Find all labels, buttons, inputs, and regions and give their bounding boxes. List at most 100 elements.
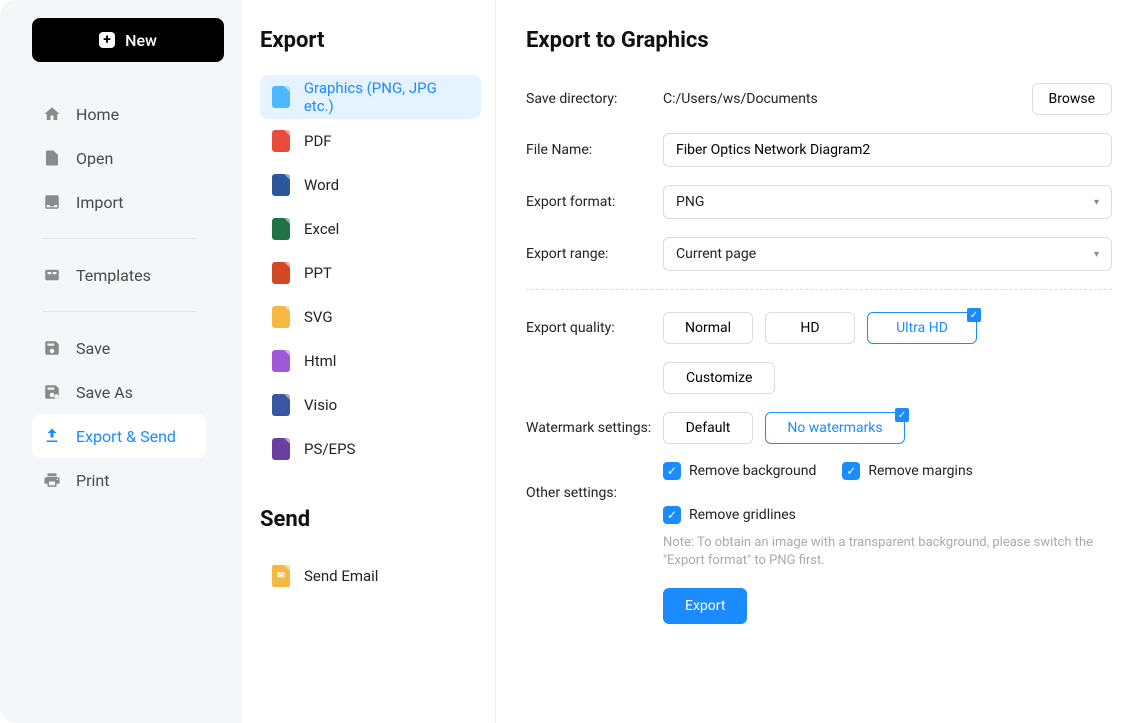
sidebar-item-templates[interactable]: Templates (32, 253, 206, 297)
format-item-label: Excel (304, 220, 339, 238)
watermark-option-no-watermarks[interactable]: No watermarks (765, 412, 905, 444)
sidebar-item-label: Save (76, 339, 110, 358)
inbox-icon (42, 192, 62, 212)
watermark-option-default[interactable]: Default (663, 412, 753, 444)
export-range-selected: Current page (676, 246, 756, 262)
mail-icon: ✉ (272, 565, 290, 587)
chevron-down-icon: ▾ (1094, 197, 1099, 208)
export-quality-label: Export quality: (526, 320, 663, 336)
html-file-icon (272, 350, 290, 372)
send-item-label: Send Email (304, 567, 378, 585)
sidebar-item-export[interactable]: Export & Send (32, 414, 206, 458)
pdf-file-icon (272, 130, 290, 152)
saveas-icon (42, 382, 62, 402)
format-item-visio[interactable]: Visio (260, 383, 481, 427)
quality-option-hd[interactable]: HD (765, 312, 855, 344)
plus-icon: + (99, 32, 115, 48)
watermark-label: Watermark settings: (526, 420, 663, 436)
export-format-label: Export format: (526, 194, 663, 210)
word-file-icon (272, 174, 290, 196)
panel-title: Export to Graphics (526, 28, 1112, 53)
other-settings-label: Other settings: (526, 485, 663, 501)
home-icon (42, 104, 62, 124)
format-item-pdf[interactable]: PDF (260, 119, 481, 163)
sidebar-item-label: Export & Send (76, 427, 176, 446)
send-item-email[interactable]: ✉ Send Email (260, 554, 481, 598)
sidebar-item-label: Templates (76, 266, 151, 285)
file-name-input[interactable] (663, 133, 1112, 167)
format-item-ppt[interactable]: PPT (260, 251, 481, 295)
checkbox-icon: ✓ (663, 506, 681, 524)
format-item-svg[interactable]: SVG (260, 295, 481, 339)
checkbox-rmgl[interactable]: ✓ Remove gridlines (663, 506, 796, 524)
export-range-label: Export range: (526, 246, 663, 262)
chevron-down-icon: ▾ (1094, 249, 1099, 260)
format-item-label: Visio (304, 396, 337, 414)
sidebar: + New Home Open Import Templates Save Save As… (0, 0, 242, 723)
note-text: Note: To obtain an image with a transpar… (663, 534, 1112, 570)
format-item-word[interactable]: Word (260, 163, 481, 207)
sidebar-item-open[interactable]: Open (32, 136, 206, 180)
format-item-label: PDF (304, 132, 332, 150)
sidebar-item-label: Home (76, 105, 119, 124)
sidebar-item-label: Save As (76, 383, 133, 402)
sidebar-item-saveas[interactable]: Save As (32, 370, 206, 414)
checkbox-label: Remove margins (868, 463, 973, 479)
export-button[interactable]: Export (663, 588, 747, 624)
format-item-label: Html (304, 352, 336, 370)
file-icon (42, 148, 62, 168)
quality-option-ultra-hd[interactable]: Ultra HD (867, 312, 977, 344)
graphics-file-icon (272, 86, 290, 108)
format-item-excel[interactable]: Excel (260, 207, 481, 251)
export-format-select[interactable]: PNG ▾ (663, 185, 1112, 219)
new-button[interactable]: + New (32, 18, 224, 62)
format-item-graphics[interactable]: Graphics (PNG, JPG etc.) (260, 75, 481, 119)
svg-file-icon (272, 306, 290, 328)
sidebar-item-label: Open (76, 149, 113, 168)
send-heading: Send (260, 507, 481, 532)
divider (526, 289, 1112, 290)
checkbox-label: Remove gridlines (689, 507, 796, 523)
excel-file-icon (272, 218, 290, 240)
visio-file-icon (272, 394, 290, 416)
sidebar-item-home[interactable]: Home (32, 92, 206, 136)
export-heading: Export (260, 28, 481, 53)
format-item-label: PPT (304, 264, 332, 282)
sidebar-item-print[interactable]: Print (32, 458, 206, 502)
sidebar-item-label: Import (76, 193, 124, 212)
format-item-label: Word (304, 176, 339, 194)
sidebar-item-save[interactable]: Save (32, 326, 206, 370)
nav-separator (42, 238, 196, 239)
checkbox-icon: ✓ (842, 462, 860, 480)
checkbox-icon: ✓ (663, 462, 681, 480)
export-format-selected: PNG (676, 194, 704, 210)
format-item-label: SVG (304, 308, 333, 326)
format-item-label: Graphics (PNG, JPG etc.) (304, 79, 469, 115)
save-directory-value: C:/Users/ws/Documents (663, 91, 1020, 107)
sidebar-item-label: Print (76, 471, 109, 490)
nav-separator (42, 311, 196, 312)
format-item-html[interactable]: Html (260, 339, 481, 383)
grid-icon (42, 265, 62, 285)
checkbox-rmbg[interactable]: ✓ Remove background (663, 462, 816, 480)
format-item-pseps[interactable]: PS/EPS (260, 427, 481, 471)
sidebar-item-import[interactable]: Import (32, 180, 206, 224)
pseps-file-icon (272, 438, 290, 460)
export-settings-panel: Export to Graphics Save directory: C:/Us… (496, 0, 1142, 723)
checkbox-rmmg[interactable]: ✓ Remove margins (842, 462, 973, 480)
ppt-file-icon (272, 262, 290, 284)
format-item-label: PS/EPS (304, 440, 355, 458)
file-name-label: File Name: (526, 142, 663, 158)
new-button-label: New (125, 31, 157, 50)
save-directory-label: Save directory: (526, 91, 663, 107)
upload-icon (42, 426, 62, 446)
checkbox-label: Remove background (689, 463, 816, 479)
print-icon (42, 470, 62, 490)
export-format-panel: Export Graphics (PNG, JPG etc.) PDF Word Ex… (242, 0, 496, 723)
browse-button[interactable]: Browse (1032, 83, 1112, 115)
save-icon (42, 338, 62, 358)
quality-option-normal[interactable]: Normal (663, 312, 753, 344)
sidebar-nav: Home Open Import Templates Save Save As Export… (14, 92, 224, 502)
customize-button[interactable]: Customize (663, 362, 775, 394)
export-range-select[interactable]: Current page ▾ (663, 237, 1112, 271)
